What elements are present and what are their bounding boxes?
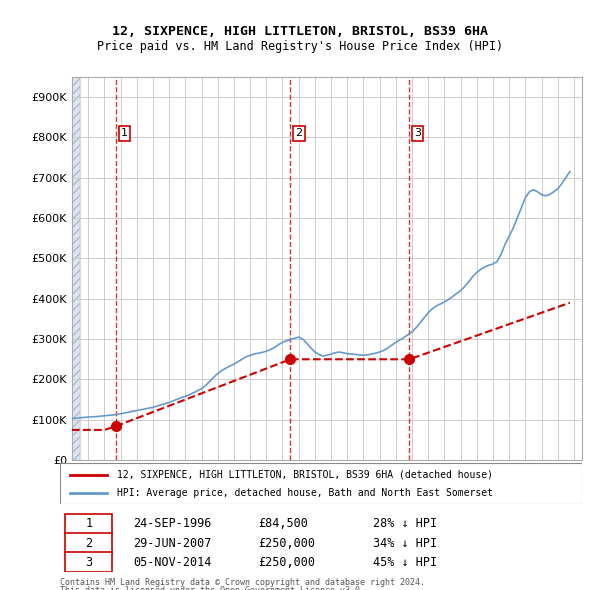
Text: £250,000: £250,000 <box>259 556 316 569</box>
Text: 24-SEP-1996: 24-SEP-1996 <box>133 517 211 530</box>
Text: 2: 2 <box>85 537 92 550</box>
Text: £250,000: £250,000 <box>259 537 316 550</box>
Text: 29-JUN-2007: 29-JUN-2007 <box>133 537 211 550</box>
Text: 3: 3 <box>85 556 92 569</box>
Text: HPI: Average price, detached house, Bath and North East Somerset: HPI: Average price, detached house, Bath… <box>118 488 493 498</box>
Text: 1: 1 <box>121 129 128 139</box>
Text: Price paid vs. HM Land Registry's House Price Index (HPI): Price paid vs. HM Land Registry's House … <box>97 40 503 53</box>
Text: Contains HM Land Registry data © Crown copyright and database right 2024.: Contains HM Land Registry data © Crown c… <box>60 578 425 587</box>
Text: 12, SIXPENCE, HIGH LITTLETON, BRISTOL, BS39 6HA (detached house): 12, SIXPENCE, HIGH LITTLETON, BRISTOL, B… <box>118 470 493 480</box>
Text: 28% ↓ HPI: 28% ↓ HPI <box>373 517 437 530</box>
FancyBboxPatch shape <box>65 552 112 572</box>
Text: 12, SIXPENCE, HIGH LITTLETON, BRISTOL, BS39 6HA: 12, SIXPENCE, HIGH LITTLETON, BRISTOL, B… <box>112 25 488 38</box>
FancyBboxPatch shape <box>65 514 112 534</box>
Text: This data is licensed under the Open Government Licence v3.0.: This data is licensed under the Open Gov… <box>60 586 365 590</box>
FancyBboxPatch shape <box>60 463 582 504</box>
Text: 05-NOV-2014: 05-NOV-2014 <box>133 556 211 569</box>
Text: 3: 3 <box>414 129 421 139</box>
Text: 34% ↓ HPI: 34% ↓ HPI <box>373 537 437 550</box>
Text: 1: 1 <box>85 517 92 530</box>
FancyBboxPatch shape <box>65 533 112 553</box>
Text: 45% ↓ HPI: 45% ↓ HPI <box>373 556 437 569</box>
Text: £84,500: £84,500 <box>259 517 308 530</box>
Text: 2: 2 <box>295 129 302 139</box>
